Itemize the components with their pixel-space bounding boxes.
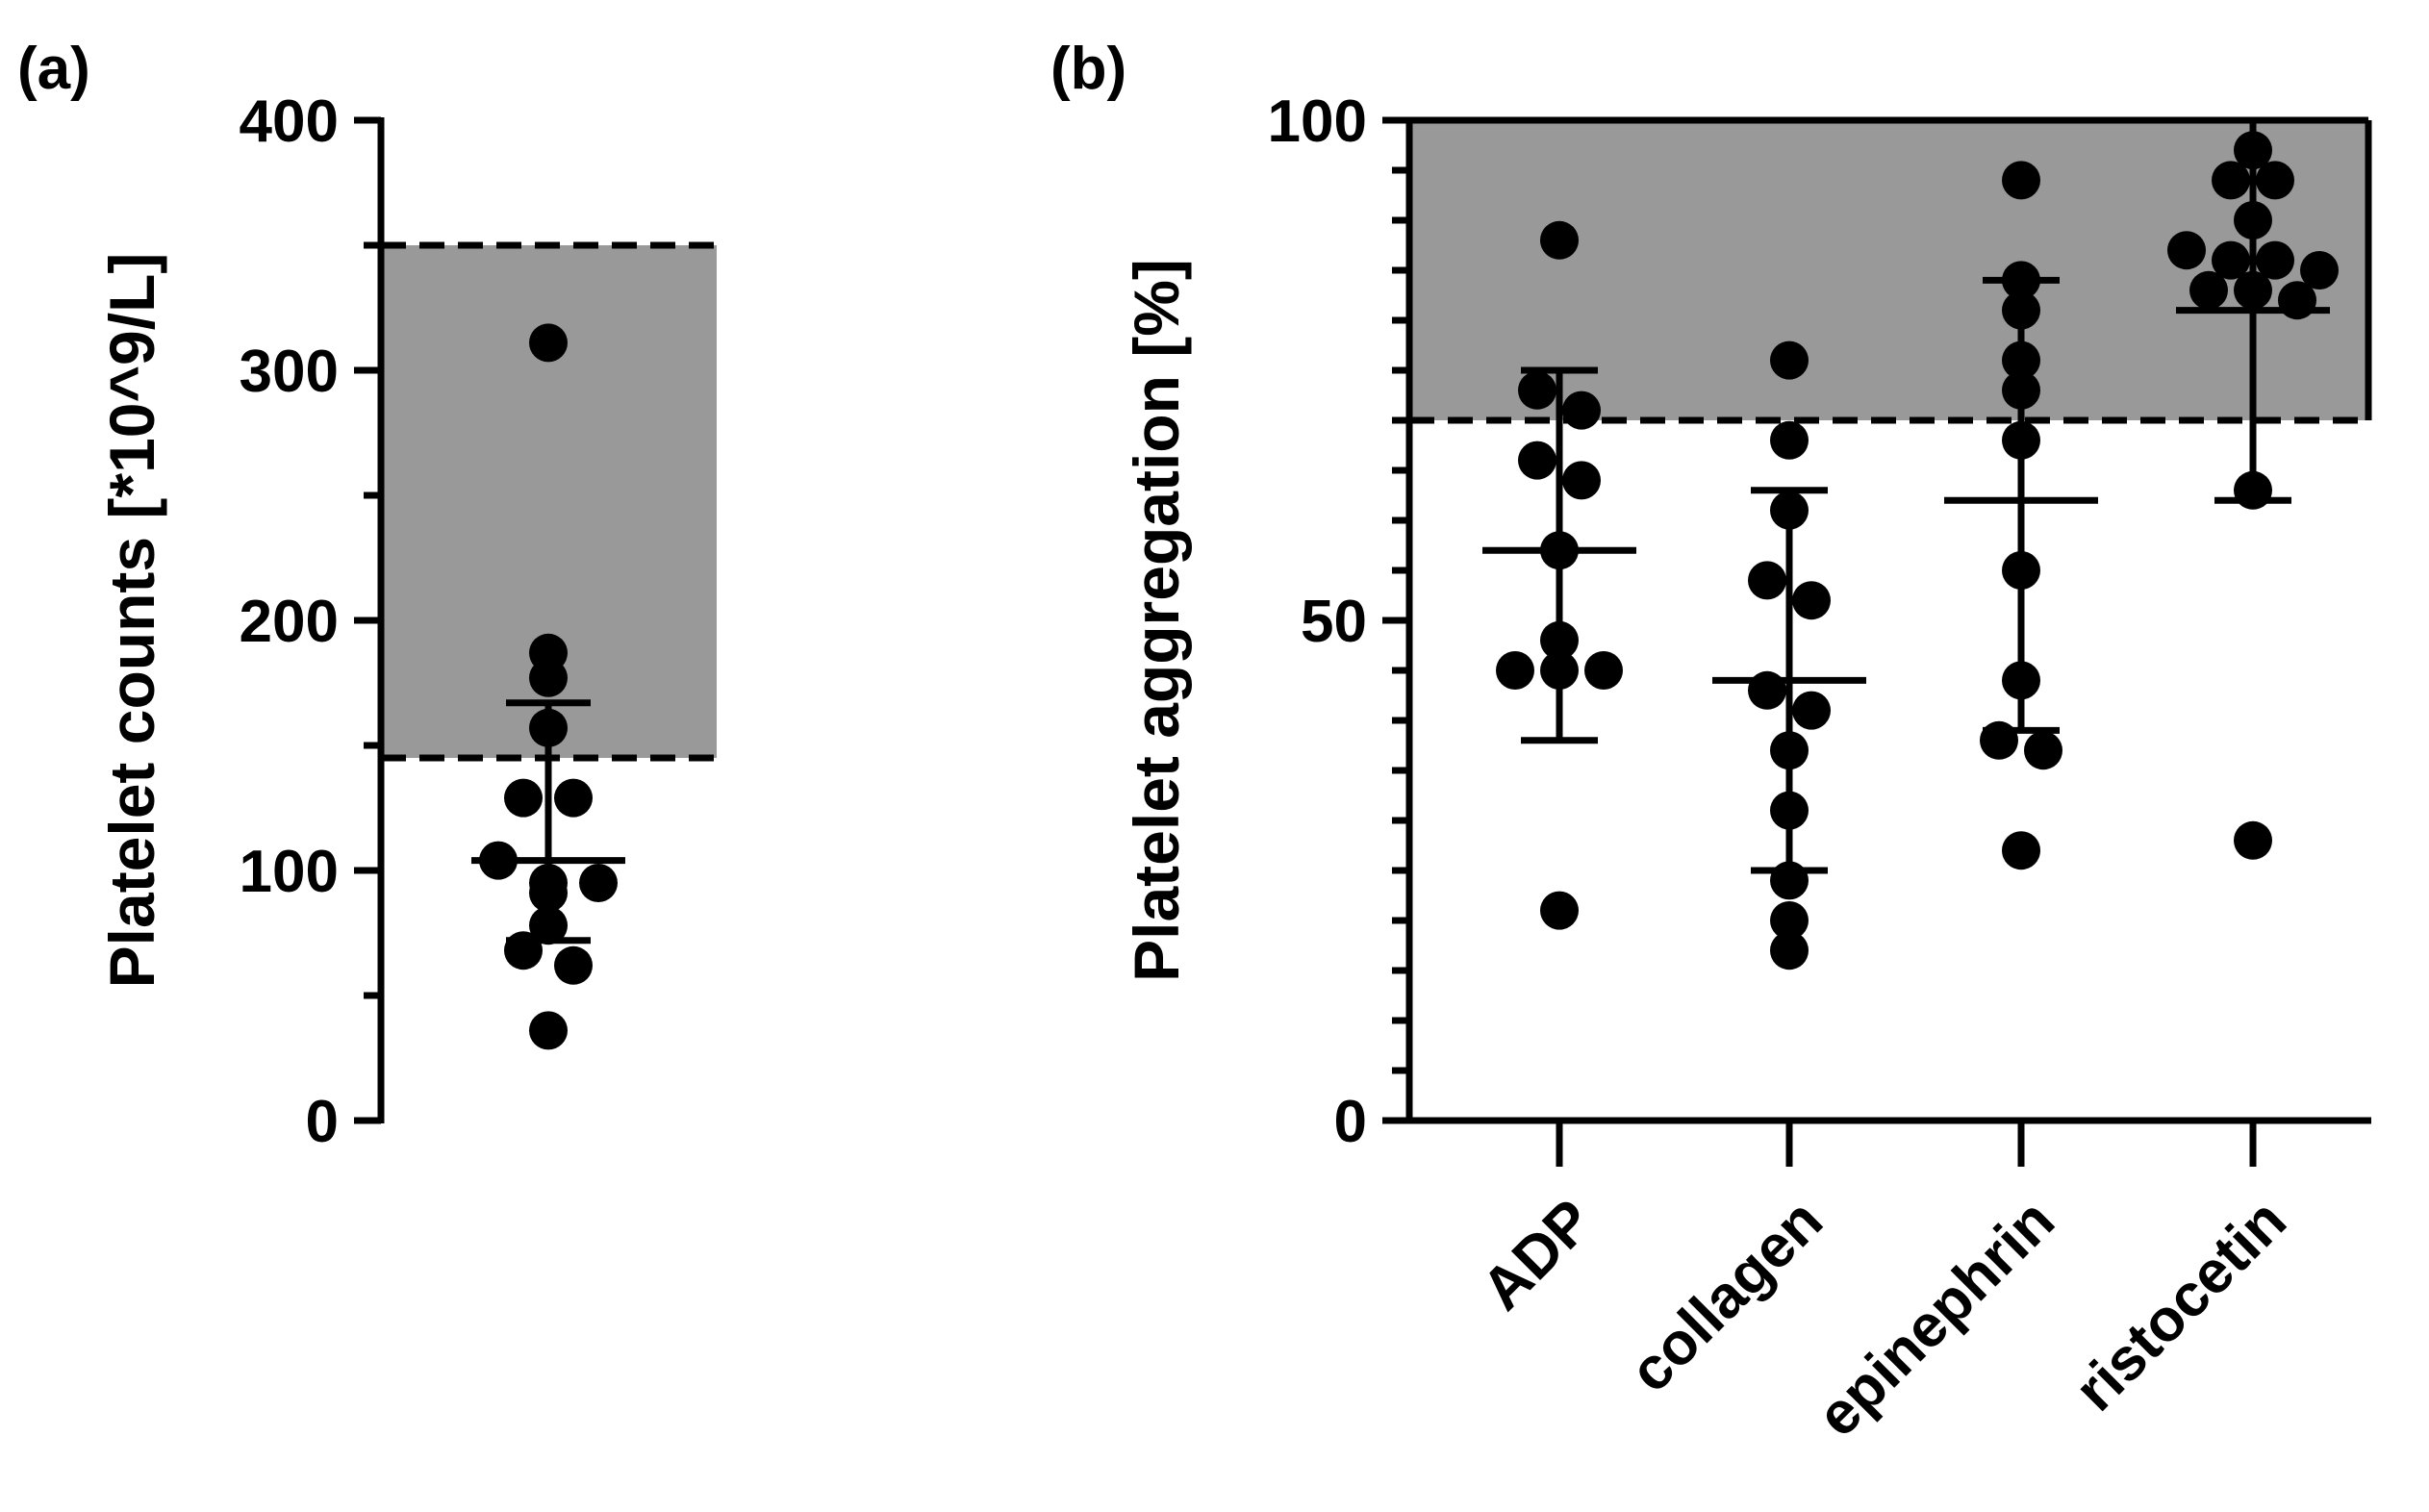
panel-b-data-point-ristocetin	[2212, 161, 2250, 200]
panel-b-error-bars	[1482, 120, 2330, 874]
panel-a-tick-label: 100	[240, 839, 339, 905]
panel-b-data-point-ADP	[1540, 220, 1579, 260]
panel-a-error-bar	[471, 699, 625, 945]
panel-b-data-point-ADP	[1518, 370, 1556, 410]
panel-b-y-axis-title: Platelet aggregation [%]	[1121, 259, 1192, 982]
panel-b-category-label: collagen	[1617, 1187, 1835, 1405]
panel-b-data-point-ADP	[1562, 461, 1601, 500]
panel-b-data-point-epinephrin	[2024, 731, 2062, 770]
panel-a-data-point	[504, 778, 543, 818]
panel-b-data-point-epinephrin	[1980, 720, 2018, 760]
panel-b-data-point-epinephrin	[2002, 161, 2040, 200]
panel-b-data-point-ristocetin	[2278, 281, 2316, 320]
panel-b-data-point-ristocetin	[2256, 161, 2294, 200]
panel-b-category-label: ristocetin	[2062, 1187, 2299, 1424]
panel-b-data-point-collagen	[1792, 581, 1831, 620]
panel-b-data-point-ADP	[1584, 651, 1623, 690]
panel-b-data-point-collagen	[1748, 561, 1786, 600]
panel-a-tick-label: 400	[240, 88, 339, 155]
panel-b-data-point-ristocetin	[2256, 240, 2294, 280]
panel-b: (b) 0 50 100 ADP collagenepinephrinristocet…	[1050, 36, 2372, 1449]
panel-b-data-point-ristocetin	[2234, 820, 2272, 860]
panel-a-data-point	[504, 931, 543, 970]
panel-b-data-point-collagen	[1770, 420, 1809, 460]
panel-b-data-point-collagen	[1748, 670, 1786, 710]
panel-b-y-axis: 0 50 100	[1268, 88, 2372, 1155]
panel-a: (a) 0 100 200 300 400 Platelet counts [*10^9…	[17, 36, 717, 1155]
panel-a-data-point	[554, 945, 593, 985]
panel-a-data-point	[579, 864, 618, 902]
panel-a-data-point	[554, 778, 593, 818]
panel-b-category-label: epinephrin	[1805, 1187, 2067, 1449]
panel-b-data-point-ristocetin	[2300, 251, 2339, 290]
panel-b-data-point-ristocetin	[2212, 240, 2250, 280]
panel-b-data-point-collagen	[1770, 340, 1809, 380]
panel-b-category-label: ADP	[1470, 1187, 1606, 1323]
panel-a-data-point	[529, 1011, 568, 1050]
panel-b-data-point-ADP	[1540, 891, 1579, 930]
panel-a-data-point	[529, 658, 568, 697]
panel-a-tick-label: 0	[306, 1089, 339, 1155]
panel-b-data-point-epinephrin	[2002, 831, 2040, 870]
panel-a-data-point	[529, 323, 568, 363]
panel-a-tick-label: 200	[240, 589, 339, 655]
panel-b-tick-label: 100	[1268, 88, 1367, 155]
panel-b-data-point-collagen	[1792, 691, 1831, 730]
panel-b-data-point-collagen	[1770, 931, 1809, 970]
panel-b-label: (b)	[1050, 36, 1126, 102]
panel-b-tick-label: 0	[1334, 1089, 1367, 1155]
panel-b-data-point-ADP	[1518, 441, 1556, 480]
panel-a-label: (a)	[17, 36, 90, 102]
panel-b-data-point-collagen	[1770, 901, 1809, 940]
panel-a-tick-label: 300	[240, 339, 339, 405]
panel-b-data-point-ristocetin	[2167, 231, 2206, 270]
panel-a-y-axis: 0 100 200 300 400	[240, 88, 385, 1155]
panel-b-data-point-ADP	[1496, 651, 1534, 690]
panel-a-y-axis-title: Platelet counts [*10^9/L]	[96, 253, 167, 989]
panel-b-data-point-ristocetin	[2189, 270, 2228, 310]
panel-b-data-point-ADP	[1562, 391, 1601, 430]
panel-b-tick-label: 50	[1301, 589, 1367, 655]
